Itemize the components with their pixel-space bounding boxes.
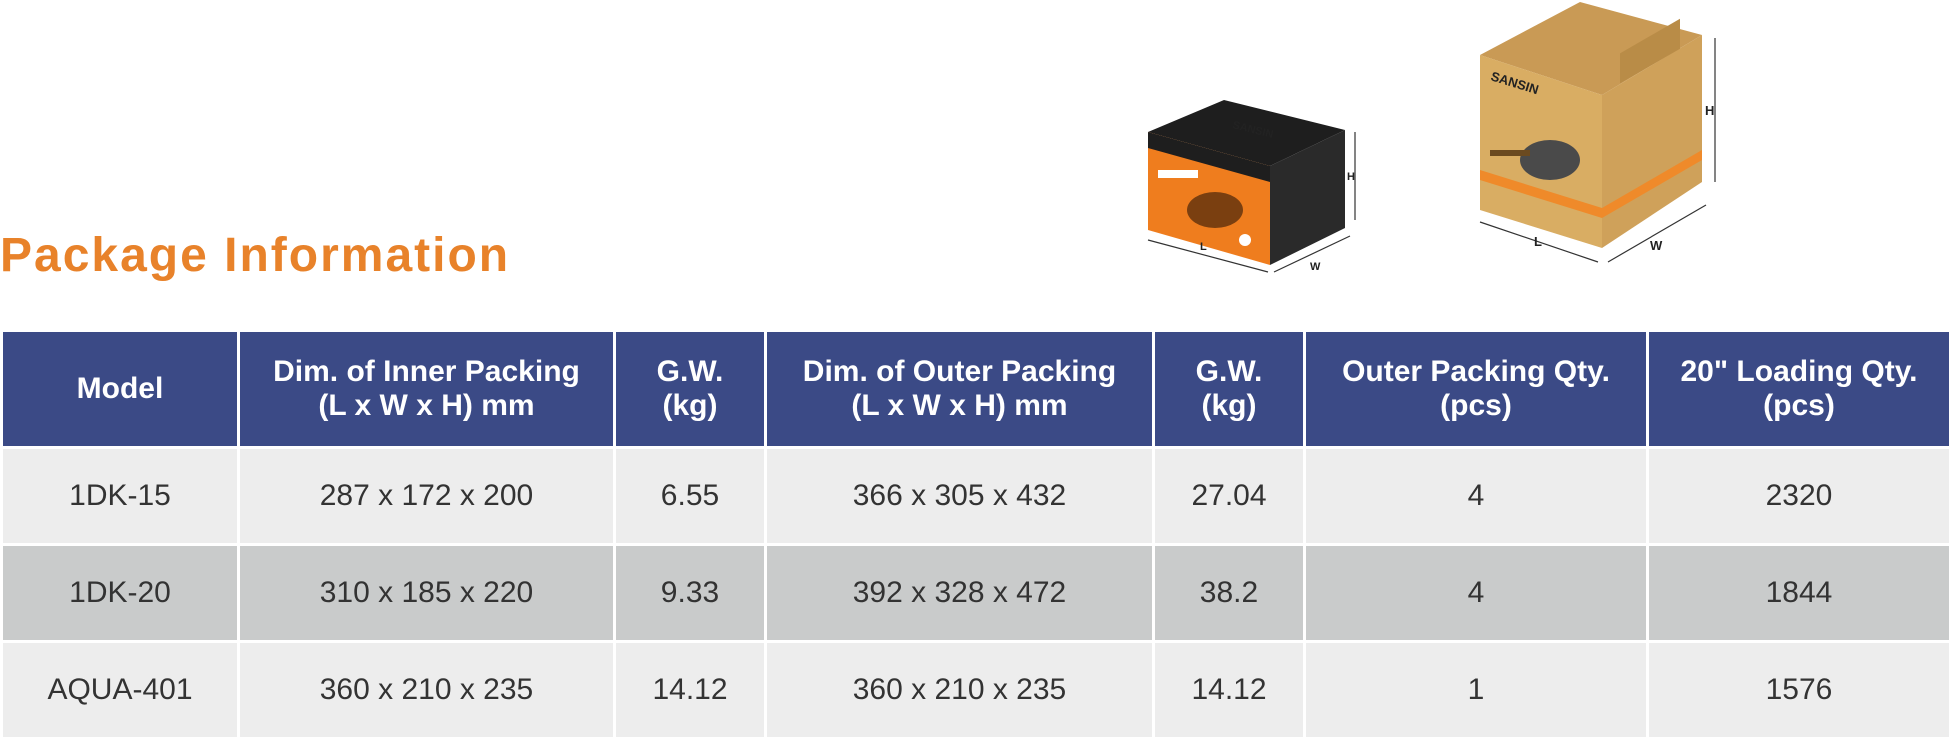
- cell-model: 1DK-20: [2, 545, 239, 642]
- header-line-2: (pcs): [1306, 389, 1646, 423]
- cell-loading-qty: 1576: [1648, 642, 1949, 739]
- cell-inner-gw: 9.33: [615, 545, 766, 642]
- header-line-2: (L x W x H) mm: [767, 389, 1152, 423]
- cell-outer-qty: 1: [1305, 642, 1648, 739]
- header-outer-gw: G.W.(kg): [1154, 331, 1305, 448]
- cell-inner-dim: 287 x 172 x 200: [239, 448, 615, 545]
- package-table: Model Dim. of Inner Packing(L x W x H) m…: [0, 329, 1949, 740]
- header-line-2: (pcs): [1649, 389, 1949, 423]
- header-model: Model: [2, 331, 239, 448]
- header-line-2: (kg): [1155, 389, 1303, 423]
- header-line-1: Model: [3, 372, 237, 406]
- cell-inner-dim: 310 x 185 x 220: [239, 545, 615, 642]
- cell-loading-qty: 1844: [1648, 545, 1949, 642]
- table-header-row: Model Dim. of Inner Packing(L x W x H) m…: [2, 331, 1949, 448]
- table-row: 1DK-15 287 x 172 x 200 6.55 366 x 305 x …: [2, 448, 1949, 545]
- outer-box-w-label: W: [1650, 238, 1663, 253]
- outer-box-h-label: H: [1705, 103, 1714, 118]
- cell-outer-dim: 360 x 210 x 235: [766, 642, 1154, 739]
- cell-model: 1DK-15: [2, 448, 239, 545]
- table-row: AQUA-401 360 x 210 x 235 14.12 360 x 210…: [2, 642, 1949, 739]
- header-loading-qty: 20" Loading Qty.(pcs): [1648, 331, 1949, 448]
- inner-box-h-label: H: [1347, 171, 1355, 183]
- cell-inner-gw: 6.55: [615, 448, 766, 545]
- cell-outer-gw: 38.2: [1154, 545, 1305, 642]
- outer-box-l-label: L: [1534, 234, 1542, 249]
- header-line-1: G.W.: [1155, 355, 1303, 389]
- table-row: 1DK-20 310 x 185 x 220 9.33 392 x 328 x …: [2, 545, 1949, 642]
- outer-box-image: SANSIN H L W: [1470, 0, 1725, 275]
- header-line-1: G.W.: [616, 355, 764, 389]
- header-line-1: Dim. of Outer Packing: [767, 355, 1152, 389]
- cell-model: AQUA-401: [2, 642, 239, 739]
- header-outer-dim: Dim. of Outer Packing(L x W x H) mm: [766, 331, 1154, 448]
- header-line-2: (kg): [616, 389, 764, 423]
- cell-outer-qty: 4: [1305, 545, 1648, 642]
- header-line-1: Dim. of Inner Packing: [240, 355, 613, 389]
- header-line-1: 20" Loading Qty.: [1649, 355, 1949, 389]
- cell-outer-dim: 366 x 305 x 432: [766, 448, 1154, 545]
- cell-loading-qty: 2320: [1648, 448, 1949, 545]
- header-inner-dim: Dim. of Inner Packing(L x W x H) mm: [239, 331, 615, 448]
- inner-box-image: SANSIN H L W: [1140, 90, 1365, 275]
- header-line-2: (L x W x H) mm: [240, 389, 613, 423]
- cell-outer-gw: 14.12: [1154, 642, 1305, 739]
- header-inner-gw: G.W.(kg): [615, 331, 766, 448]
- inner-box-l-label: L: [1200, 241, 1207, 253]
- page-title: Package Information: [0, 228, 510, 283]
- header-outer-qty: Outer Packing Qty.(pcs): [1305, 331, 1648, 448]
- inner-box-w-label: W: [1310, 261, 1321, 273]
- cell-inner-dim: 360 x 210 x 235: [239, 642, 615, 739]
- cell-inner-gw: 14.12: [615, 642, 766, 739]
- cell-outer-dim: 392 x 328 x 472: [766, 545, 1154, 642]
- header-line-1: Outer Packing Qty.: [1306, 355, 1646, 389]
- cell-outer-gw: 27.04: [1154, 448, 1305, 545]
- cell-outer-qty: 4: [1305, 448, 1648, 545]
